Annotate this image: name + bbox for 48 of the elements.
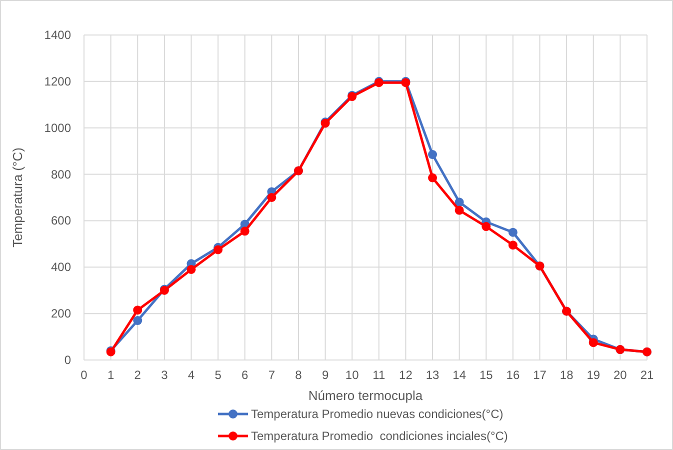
x-tick-label: 7 <box>268 368 276 382</box>
point <box>267 193 276 202</box>
x-tick-label: 17 <box>533 368 547 382</box>
y-tick-label: 400 <box>50 260 72 274</box>
x-tick-label: 10 <box>345 368 360 382</box>
x-tick-label: 8 <box>295 368 302 382</box>
point <box>133 316 142 326</box>
point <box>186 264 196 274</box>
y-tick-label: 800 <box>50 167 72 182</box>
x-tick-label: 19 <box>586 368 600 382</box>
y-tick-label: 1400 <box>44 28 72 42</box>
x-tick-label: 5 <box>214 368 222 382</box>
x-tick-label: 20 <box>614 368 628 382</box>
x-tick-label: 11 <box>372 368 386 382</box>
x-tick-label: 6 <box>242 368 249 382</box>
x-tick-label: 12 <box>399 368 413 382</box>
x-tick-label: 14 <box>452 368 466 382</box>
x-tick-label: 2 <box>134 368 142 382</box>
y-tick-label: 600 <box>50 214 72 228</box>
x-tick-label: 0 <box>80 368 88 382</box>
point <box>588 338 598 348</box>
x-tick-label: 16 <box>506 368 520 382</box>
point <box>454 198 464 207</box>
x-tick-label: 4 <box>188 368 195 382</box>
y-axis-title: Temperatura (°C) <box>10 148 25 248</box>
point <box>240 226 250 236</box>
x-tick-label: 21 <box>640 368 654 382</box>
x-tick-label: 18 <box>560 368 574 382</box>
legend-label: Temperatura Promedio nuevas condiciones(°C) <box>251 407 504 421</box>
x-tick-label: 1 <box>107 368 114 382</box>
x-tick-label: 15 <box>479 368 494 382</box>
y-tick-label: 200 <box>50 306 72 321</box>
point <box>508 228 518 237</box>
point <box>214 245 223 254</box>
y-tick-label: 1000 <box>44 120 72 135</box>
legend-label: Temperatura Promedio condiciones inciales(°C) <box>251 429 508 443</box>
y-tick-label: 0 <box>64 353 72 367</box>
x-axis-title: Número termocupla <box>308 388 424 403</box>
x-tick-label: 13 <box>426 368 440 382</box>
point <box>482 222 491 232</box>
x-tick-label: 3 <box>161 368 168 382</box>
y-tick-label: 1200 <box>44 74 72 88</box>
x-tick-label: 9 <box>322 368 329 382</box>
point <box>508 240 518 250</box>
point <box>428 150 438 160</box>
point <box>428 173 438 182</box>
point <box>454 206 464 215</box>
point <box>133 306 142 315</box>
